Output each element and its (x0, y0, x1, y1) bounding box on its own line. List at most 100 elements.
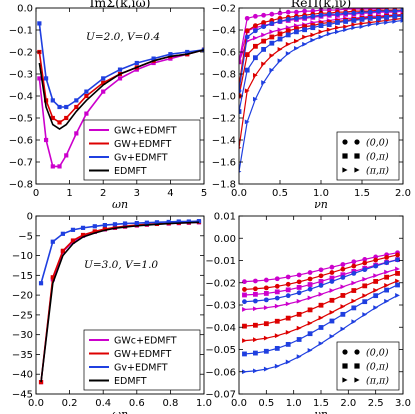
data-point (60, 248, 65, 253)
data-point (395, 266, 400, 272)
data-point (269, 11, 275, 17)
data-point (60, 231, 65, 236)
data-point (296, 337, 302, 342)
data-point (367, 15, 373, 21)
data-point (362, 267, 368, 273)
legend-label: (0,π) (366, 362, 389, 373)
data-point (307, 295, 313, 301)
y-tick-label: −10 (12, 251, 33, 262)
data-point (373, 293, 379, 299)
x-tick-label: 3 (134, 188, 140, 199)
x-tick-label: 1.0 (313, 188, 329, 199)
data-point (307, 270, 313, 275)
data-point (269, 53, 275, 59)
data-point (253, 35, 258, 41)
data-point (37, 21, 42, 26)
data-point (253, 43, 258, 49)
data-point (376, 15, 381, 21)
legend-marker-triangle (354, 167, 360, 173)
y-tick-label: 0.01 (214, 212, 236, 223)
data-point (274, 345, 280, 351)
y-tick-label: −0.06 (205, 367, 236, 378)
x-tick-label: 4 (167, 188, 173, 199)
data-point (101, 80, 106, 85)
data-point (274, 333, 280, 339)
data-point (186, 219, 191, 224)
data-point (101, 89, 106, 94)
x-tick-label: 3.0 (395, 398, 411, 409)
data-point (151, 56, 156, 61)
axes-frame (35, 215, 205, 395)
data-point (310, 32, 316, 38)
legend-marker-square (342, 153, 348, 159)
data-point (84, 93, 89, 99)
series-line-black (38, 49, 204, 130)
data-point (384, 8, 389, 14)
data-point (285, 9, 291, 15)
y-tick-label: −0.8 (9, 180, 33, 191)
data-point (294, 15, 299, 21)
data-point (351, 10, 357, 16)
data-point (253, 55, 258, 61)
data-point (296, 290, 302, 296)
data-point (134, 221, 139, 226)
y-tick-label: −30 (12, 330, 33, 341)
data-point (384, 269, 389, 275)
data-point (329, 264, 335, 270)
legend-label: (π,π) (366, 376, 389, 387)
data-point (168, 52, 173, 57)
y-tick-label: −0.6 (9, 136, 33, 147)
legend-marker-triangle (342, 167, 348, 173)
data-point (92, 224, 97, 229)
data-point (302, 27, 307, 33)
panel-2: 0.0 0.5 1.0 1.5 2.0 −0.2 −0.4 −0.6 −0.8 −1.0 −1.2 −… (212, 0, 411, 211)
legend-label: GW+EDMFT (114, 349, 172, 360)
data-point (261, 38, 266, 44)
data-point (340, 266, 346, 272)
data-point (185, 49, 190, 55)
y-tick-label: −0.8 (212, 70, 236, 81)
data-point (70, 227, 76, 232)
data-point (242, 351, 247, 357)
data-point (269, 40, 275, 46)
y-tick-label: −0.2 (212, 4, 236, 15)
data-point (384, 298, 389, 304)
data-point (359, 21, 365, 26)
data-point (50, 115, 55, 121)
x-tick-label: 0 (33, 188, 39, 199)
data-point (166, 219, 171, 225)
data-point (134, 60, 139, 66)
data-point (395, 293, 400, 298)
data-point (340, 304, 346, 309)
data-point (168, 56, 173, 61)
data-point (318, 29, 324, 35)
x-tick-label: 0.0 (231, 398, 247, 409)
data-point (244, 28, 250, 34)
data-point (318, 315, 324, 321)
data-point (253, 278, 258, 284)
data-point (253, 28, 258, 34)
data-point (261, 80, 266, 85)
data-point (196, 219, 202, 224)
data-point (57, 120, 62, 125)
data-point (263, 297, 269, 303)
x-tick-label: 2.0 (340, 398, 356, 409)
y-tick-label: −1.0 (212, 92, 236, 103)
data-point (285, 359, 291, 365)
data-point (43, 76, 49, 81)
data-point (302, 41, 307, 47)
legend-marker-square (354, 153, 360, 159)
data-point (318, 291, 324, 297)
legend-marker-circle (342, 349, 348, 355)
data-point (373, 287, 379, 293)
data-point (242, 369, 247, 375)
data-point (261, 32, 266, 38)
data-point (362, 283, 368, 289)
panel-title: ReΠ(k,iν) (291, 0, 352, 10)
data-point (242, 279, 247, 285)
data-point (384, 274, 389, 280)
data-point (285, 41, 291, 47)
data-point (294, 9, 299, 15)
data-point (296, 272, 302, 278)
data-point (263, 305, 269, 311)
